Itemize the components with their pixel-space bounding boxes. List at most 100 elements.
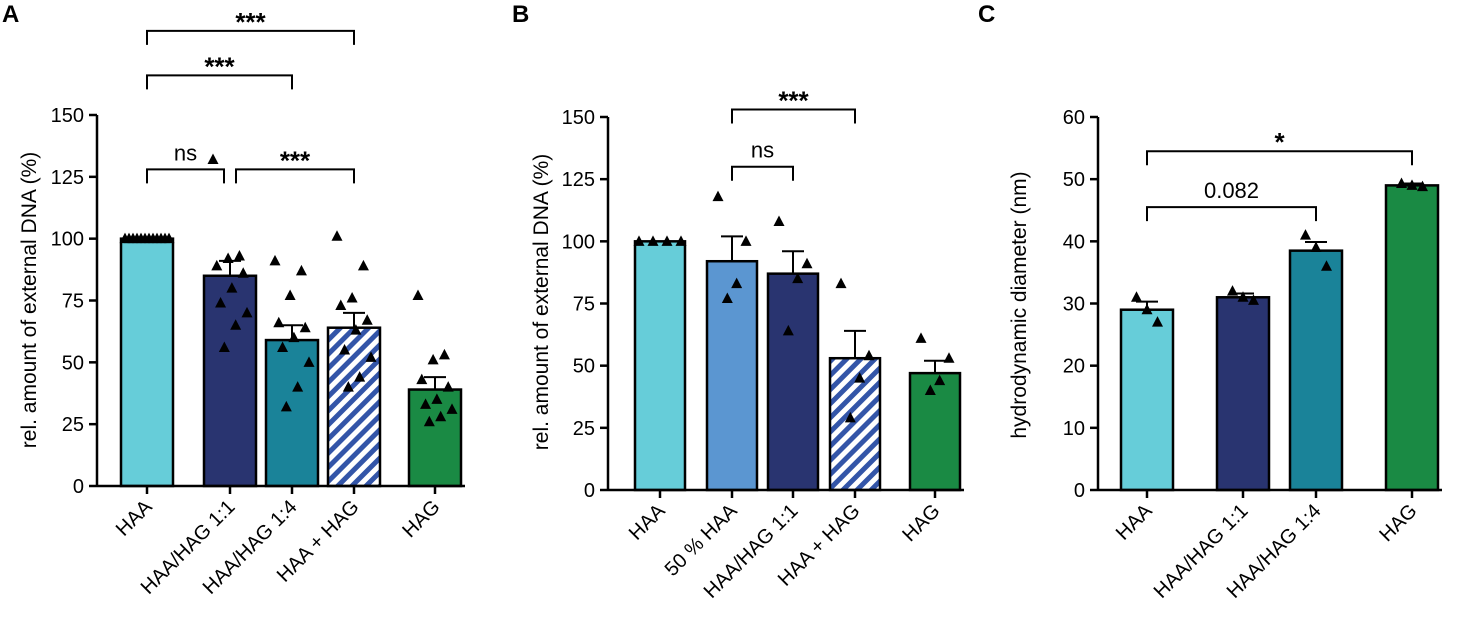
panel-a-point-1-4	[237, 267, 249, 278]
panel-b-point-3-0	[835, 277, 847, 289]
panel-c-point-2-2	[1321, 260, 1332, 271]
panel-b-category-label-4: HAG	[898, 500, 944, 546]
panel-a-point-1-6	[215, 296, 227, 308]
panel-b-error-bar-3	[844, 329, 866, 359]
panel-b-point-1-2	[731, 277, 743, 289]
panel-b-point-0-3	[675, 235, 687, 246]
panel-a-point-4-2	[427, 353, 439, 365]
panel-c-ytick-label-2: 20	[1063, 356, 1085, 378]
panel-b-point-0-2	[661, 235, 673, 246]
panel-b-ytick-label-4: 100	[562, 231, 595, 253]
panel-a-point-2-9	[280, 400, 292, 412]
panel-b-bar-3	[828, 356, 882, 492]
panel-a-comparison-label-2: ***	[204, 51, 235, 81]
panel-c-point-2-1	[1310, 241, 1322, 253]
panel-a-ytick-label-5: 125	[51, 167, 84, 189]
panel-c-comparison-0: 0.082	[1146, 178, 1317, 222]
panel-a-comparison-label-0: ns	[174, 140, 197, 165]
panel-a-ylabel: rel. amount of external DNA (%)	[18, 152, 41, 448]
panel-c-point-1-2	[1248, 294, 1259, 305]
panel-c-ytick-label-4: 40	[1063, 231, 1085, 253]
panel-a-ytick-label-6: 150	[51, 105, 84, 127]
panel-c-ytick-label-6: 60	[1063, 107, 1085, 129]
panel-c-bar-3	[1384, 184, 1440, 492]
panel-b-point-2-0	[773, 215, 785, 226]
panel-b-ylabel: rel. amount of external DNA (%)	[530, 154, 553, 450]
panel-c: C hydrodynamic diameter (nm) 0 10 20 30 40 50…	[978, 1, 1442, 603]
panel-a-point-3-2	[346, 292, 358, 303]
panel-a-point-2-5	[288, 331, 300, 343]
panel-a-category-label-4: HAG	[398, 496, 444, 542]
panel-b-category-label-0: HAA	[625, 500, 670, 545]
panel-a-error-bar-4	[424, 376, 446, 390]
panel-c-bar-0	[1119, 308, 1175, 492]
panel-a-point-3-8	[354, 371, 366, 382]
panel-c-ytick-label-5: 50	[1063, 169, 1085, 191]
panel-a-point-4-9	[423, 415, 435, 427]
panel-a-point-1-8	[230, 319, 242, 330]
panel-a-comparison-2: ***	[146, 51, 293, 90]
panel-a-point-3-0	[331, 230, 343, 241]
panel-b-comparison-bracket-1	[731, 108, 856, 124]
panel-b-point-1-0	[712, 190, 724, 202]
panel-b-bar-2	[766, 272, 820, 492]
panel-c-point-0-1	[1141, 303, 1153, 315]
panel-b-comparison-bracket-0	[731, 165, 794, 181]
panel-b-point-1-3	[721, 292, 733, 304]
panel-c-ytick-label-1: 10	[1063, 418, 1085, 440]
panel-a-point-4-4	[442, 381, 454, 392]
panel-a-point-1-5	[226, 282, 238, 293]
panel-b-point-2-1	[801, 257, 813, 269]
panel-a-point-1-2	[222, 252, 234, 263]
panel-a-point-3-1	[357, 259, 369, 271]
panel-c-point-3-2	[1417, 180, 1428, 192]
panel-a-bar-3	[326, 326, 382, 488]
panel-c-point-2-0	[1300, 229, 1311, 240]
panel-a-point-2-1	[295, 264, 307, 276]
panel-a-point-3-4	[361, 314, 373, 325]
panel-a-comparison-1: ***	[235, 145, 355, 184]
panel-a-letter: A	[2, 1, 19, 28]
panel-a-point-4-6	[420, 398, 432, 409]
panel-c-ylabel: hydrodynamic diameter (nm)	[1008, 171, 1031, 438]
panel-a-ytick-label-0: 0	[73, 476, 84, 498]
panel-a-point-4-5	[431, 393, 443, 404]
panel-a-point-4-8	[435, 410, 447, 422]
panel-c-comparison-bracket-1	[1146, 150, 1413, 166]
panel-c-point-3-1	[1406, 179, 1418, 190]
panel-b-point-3-2	[854, 372, 866, 383]
panel-a-point-1-3	[211, 259, 223, 271]
panel-c-category-label-3: HAG	[1375, 500, 1421, 546]
panel-b-ytick-label-2: 50	[573, 356, 595, 378]
panel-b-point-4-3	[924, 384, 936, 396]
panel-a-bar-1	[202, 274, 258, 488]
panel-b-ytick-label-3: 75	[573, 294, 595, 316]
panel-c-comparison-label-1: *	[1274, 127, 1285, 157]
panel-b-point-2-2	[792, 272, 804, 284]
panel-a-comparison-bracket-1	[235, 168, 355, 184]
panel-a-point-1-9	[218, 341, 230, 352]
panel-c-category-label-0: HAA	[1112, 500, 1157, 545]
panel-c-bar-2	[1288, 249, 1344, 492]
panel-a-category-label-0: HAA	[112, 496, 157, 541]
panel-a-comparison-bracket-3	[146, 29, 355, 45]
panel-a-ytick-label-1: 25	[62, 414, 84, 436]
panel-a: A rel. amount of external DNA (%) 0 25 50 7…	[2, 1, 465, 599]
panel-c-bar-1	[1215, 296, 1271, 492]
panel-b-point-0-1	[647, 235, 659, 246]
panel-a-error-bar-3	[343, 311, 365, 328]
panel-c-ytick-label-3: 30	[1063, 294, 1085, 316]
panel-b-bar-4	[908, 371, 962, 492]
panel-a-point-2-6	[277, 341, 289, 352]
panel-a-point-2-7	[303, 356, 315, 367]
panel-a-point-1-7	[241, 306, 253, 318]
panel-b-ytick-label-0: 0	[584, 480, 595, 502]
panel-a-comparison-bracket-2	[146, 74, 293, 90]
panel-a-comparison-bracket-0	[146, 168, 225, 184]
panel-b-comparison-1: ***	[731, 86, 856, 124]
panel-b-error-bar-1	[721, 235, 743, 262]
panel-c-point-1-1	[1237, 291, 1249, 302]
panel-b-comparison-label-1: ***	[778, 86, 809, 116]
